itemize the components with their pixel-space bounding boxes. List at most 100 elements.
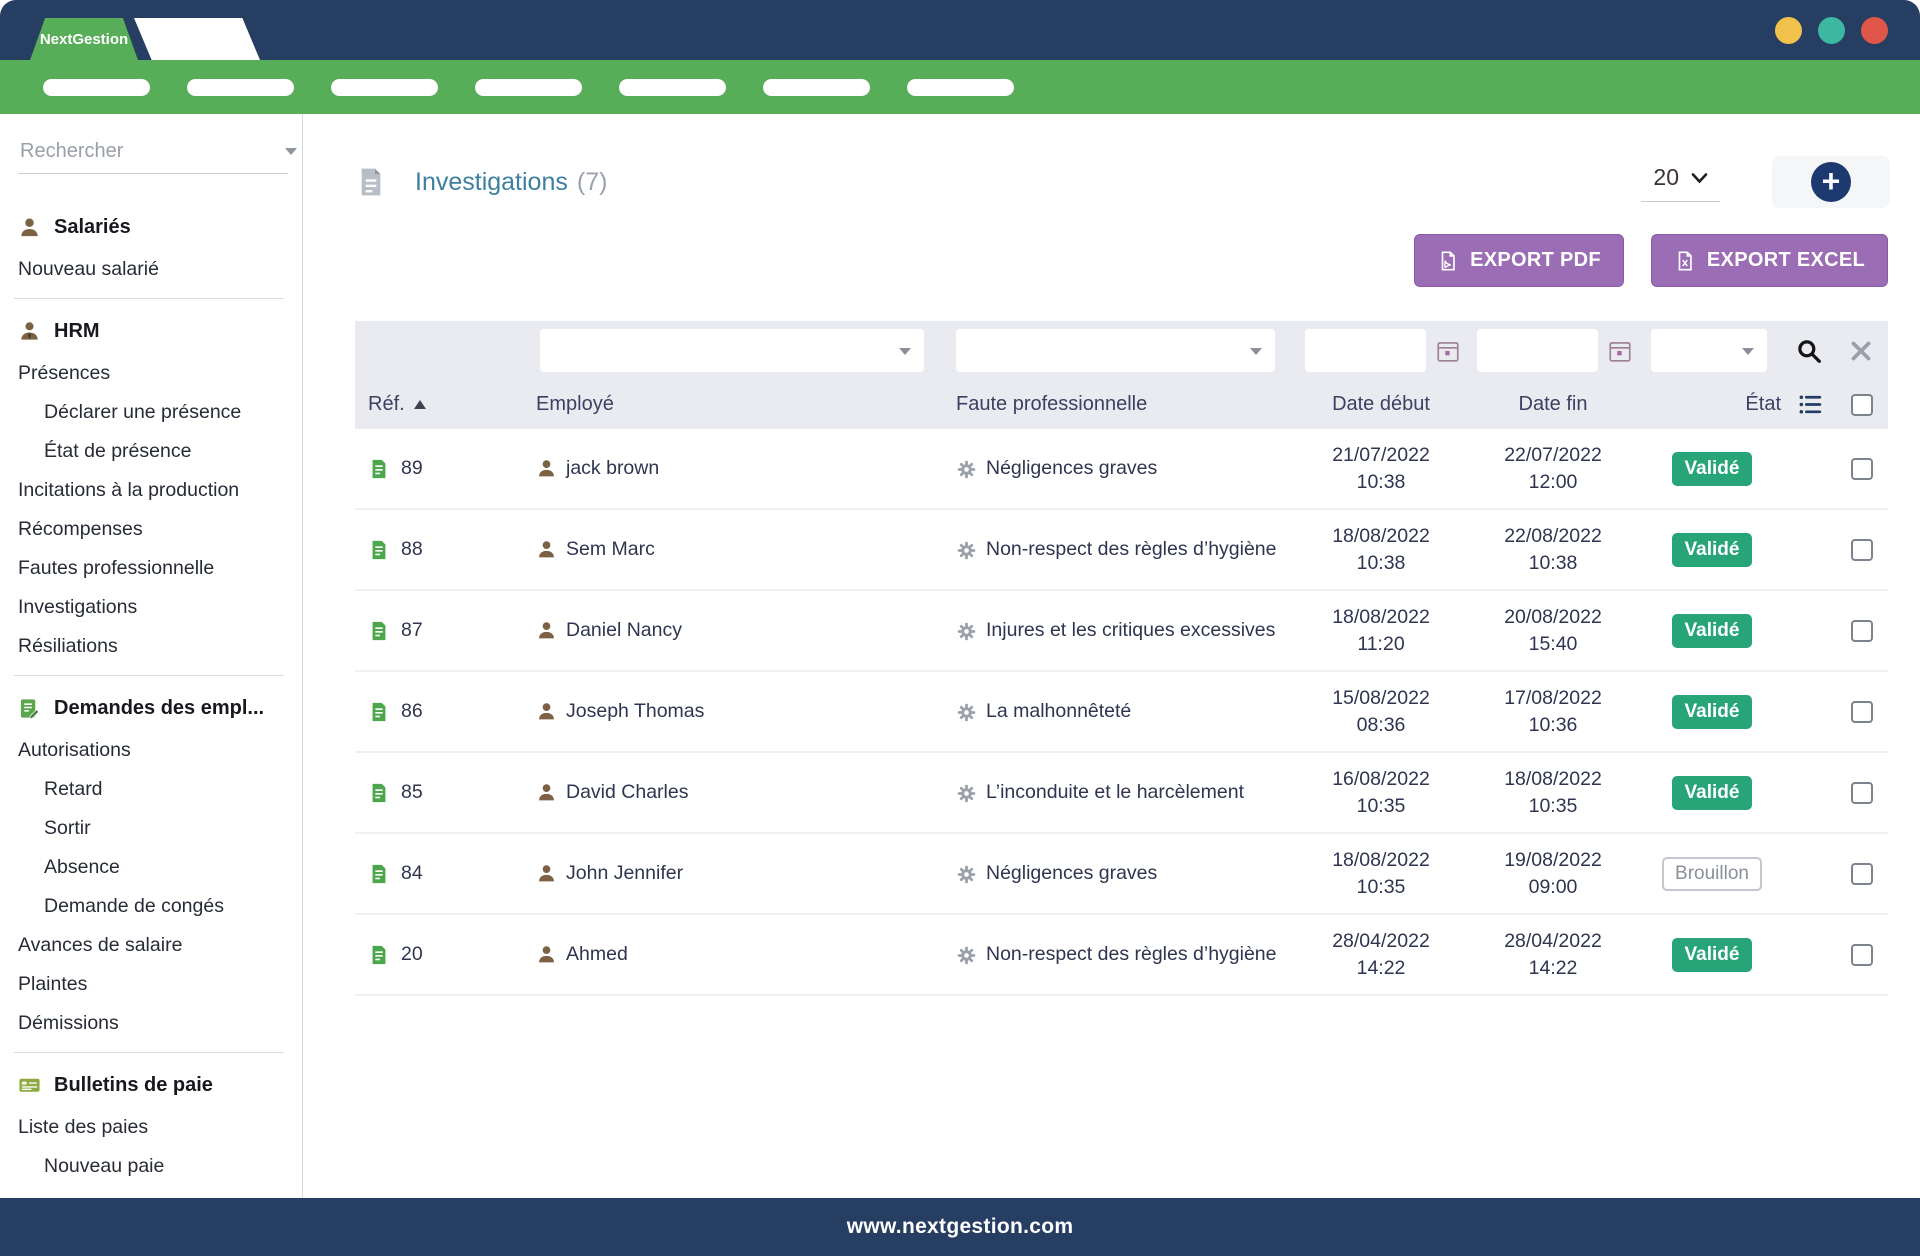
- record-file-icon: [372, 540, 386, 559]
- excel-file-icon: [1678, 250, 1692, 271]
- row-checkbox[interactable]: [1850, 781, 1873, 804]
- row-checkbox[interactable]: [1850, 457, 1873, 480]
- employee-name: John Jennifer: [566, 862, 684, 884]
- sidebar-section-bulletins-de-paie[interactable]: Bulletins de paie: [18, 1062, 288, 1108]
- date-end-cell: 22/07/2022 12:00: [1504, 444, 1602, 493]
- person-icon: [539, 946, 554, 963]
- sidebar-item-investigations[interactable]: Investigations: [18, 596, 138, 618]
- ref-value: 87: [401, 619, 423, 641]
- column-header-date-start[interactable]: Date début: [1332, 393, 1430, 415]
- table-row[interactable]: 86 Joseph Thomas La malhonnêteté 15/08/2022…: [355, 672, 1888, 753]
- sidebar-section-label: HRM: [54, 319, 100, 342]
- column-header-status[interactable]: État: [1745, 393, 1781, 415]
- row-checkbox[interactable]: [1850, 538, 1873, 561]
- investigations-table: Réf. Employé Faute professionnelle Date …: [355, 321, 1888, 996]
- sidebar-item-avances-de-salaire[interactable]: Avances de salaire: [18, 934, 183, 956]
- date-start-cell: 18/08/2022 11:20: [1332, 606, 1430, 655]
- sidebar-item-plaintes[interactable]: Plaintes: [18, 973, 88, 995]
- sidebar-item-nouveau-salarie[interactable]: Nouveau salarié: [18, 258, 159, 280]
- column-header-fault[interactable]: Faute professionnelle: [956, 393, 1148, 415]
- sidebar-section-demandes-des-empl[interactable]: Demandes des empl...: [18, 685, 288, 731]
- column-header-date-end[interactable]: Date fin: [1518, 393, 1588, 415]
- sidebar-item-autorisations[interactable]: Autorisations: [18, 739, 131, 761]
- blank-tab[interactable]: [134, 18, 260, 60]
- date-start-cell: 21/07/2022 10:38: [1332, 444, 1430, 493]
- nav-placeholder-pill[interactable]: [331, 78, 438, 96]
- sidebar-item-declarer-une-presence[interactable]: Déclarer une présence: [44, 401, 242, 423]
- sidebar-item-incitations-a-la-production[interactable]: Incitations à la production: [18, 479, 240, 501]
- sidebar-item-liste-des-paies[interactable]: Liste des paies: [18, 1116, 149, 1138]
- sidebar-item-nouveau-paie[interactable]: Nouveau paie: [44, 1155, 165, 1177]
- ref-value: 89: [401, 457, 423, 479]
- person-icon: [539, 703, 554, 720]
- page-size-select[interactable]: 20: [1641, 162, 1720, 202]
- window-control-dot[interactable]: [1818, 17, 1845, 44]
- record-file-icon: [372, 621, 386, 640]
- clear-filters-icon[interactable]: [1848, 338, 1874, 364]
- select-all-checkbox[interactable]: [1850, 393, 1873, 416]
- employee-filter-select[interactable]: [540, 329, 924, 372]
- table-row[interactable]: 20 Ahmed Non-respect des règles d’hygiène 2…: [355, 915, 1888, 996]
- export-pdf-button[interactable]: EXPORT PDF: [1414, 234, 1624, 287]
- calendar-icon[interactable]: [1435, 338, 1461, 364]
- row-checkbox[interactable]: [1850, 619, 1873, 642]
- table-row[interactable]: 87 Daniel Nancy Injures et les critiques e…: [355, 591, 1888, 672]
- column-header-employee[interactable]: Employé: [536, 393, 614, 415]
- window-control-dot[interactable]: [1775, 17, 1802, 44]
- fault-label: Non-respect des règles d’hygiène: [986, 942, 1277, 965]
- table-row[interactable]: 84 John Jennifer Négligences graves 18/08/2…: [355, 834, 1888, 915]
- sidebar-divider: [14, 1052, 284, 1053]
- status-filter-select[interactable]: [1651, 329, 1767, 372]
- nav-placeholder-pill[interactable]: [187, 78, 294, 96]
- ref-value: 84: [401, 862, 423, 884]
- row-checkbox[interactable]: [1850, 700, 1873, 723]
- fault-label: L’inconduite et le harcèlement: [986, 780, 1245, 803]
- row-checkbox[interactable]: [1850, 862, 1873, 885]
- sidebar-item-demande-de-conges[interactable]: Demande de congés: [44, 895, 224, 917]
- chevron-down-icon[interactable]: [285, 148, 297, 155]
- calendar-icon[interactable]: [1607, 338, 1633, 364]
- sidebar-item-demissions[interactable]: Démissions: [18, 1012, 119, 1034]
- sidebar-item-retard[interactable]: Retard: [44, 778, 103, 800]
- table-row[interactable]: 85 David Charles L’inconduite et le harcèl…: [355, 753, 1888, 834]
- sidebar-item-recompenses[interactable]: Récompenses: [18, 518, 143, 540]
- sidebar-section-salaries[interactable]: Salariés: [18, 204, 288, 250]
- date-start-filter-input[interactable]: [1305, 329, 1426, 372]
- date-end-cell: 17/08/2022 10:36: [1504, 687, 1602, 736]
- table-row[interactable]: 89 jack brown Négligences graves 21/07/2022…: [355, 429, 1888, 510]
- sidebar-item-absence[interactable]: Absence: [44, 856, 120, 878]
- status-badge: Validé: [1671, 532, 1753, 567]
- ref-value: 88: [401, 538, 423, 560]
- brand-tab[interactable]: NextGestion: [30, 18, 138, 60]
- export-excel-button[interactable]: EXPORT EXCEL: [1650, 234, 1888, 287]
- sidebar-search: [18, 140, 297, 174]
- add-record-button[interactable]: +: [1772, 156, 1890, 208]
- search-icon[interactable]: [1796, 338, 1822, 364]
- sidebar-item-etat-de-presence[interactable]: État de présence: [44, 440, 192, 462]
- nav-placeholder-pill[interactable]: [43, 78, 150, 96]
- sidebar-item-presences[interactable]: Présences: [18, 362, 111, 384]
- nav-placeholder-pill[interactable]: [907, 78, 1014, 96]
- nav-placeholder-pill[interactable]: [763, 78, 870, 96]
- status-badge: Brouillon: [1662, 856, 1762, 891]
- person-icon: [539, 865, 554, 882]
- fault-filter-select[interactable]: [956, 329, 1275, 372]
- nav-placeholder-pill[interactable]: [475, 78, 582, 96]
- table-header-row: Réf. Employé Faute professionnelle Date …: [355, 380, 1888, 429]
- list-view-icon[interactable]: [1785, 392, 1835, 417]
- sidebar-section-hrm[interactable]: HRM: [18, 308, 288, 354]
- nav-placeholder-pill[interactable]: [619, 78, 726, 96]
- search-input[interactable]: [20, 140, 285, 163]
- request-icon: [18, 697, 41, 720]
- sidebar-item-resiliations[interactable]: Résiliations: [18, 635, 118, 657]
- date-end-filter-input[interactable]: [1477, 329, 1598, 372]
- sidebar-item-fautes-professionnelle[interactable]: Fautes professionnelle: [18, 557, 215, 579]
- sidebar-item-sortir[interactable]: Sortir: [44, 817, 91, 839]
- select-arrow-icon: [899, 347, 911, 355]
- window-control-dot[interactable]: [1861, 17, 1888, 44]
- column-header-ref[interactable]: Réf.: [355, 393, 530, 416]
- row-checkbox[interactable]: [1850, 943, 1873, 966]
- plus-icon: +: [1811, 162, 1851, 202]
- table-row[interactable]: 88 Sem Marc Non-respect des règles d’hygiè…: [355, 510, 1888, 591]
- date-end-cell: 20/08/2022 15:40: [1504, 606, 1602, 655]
